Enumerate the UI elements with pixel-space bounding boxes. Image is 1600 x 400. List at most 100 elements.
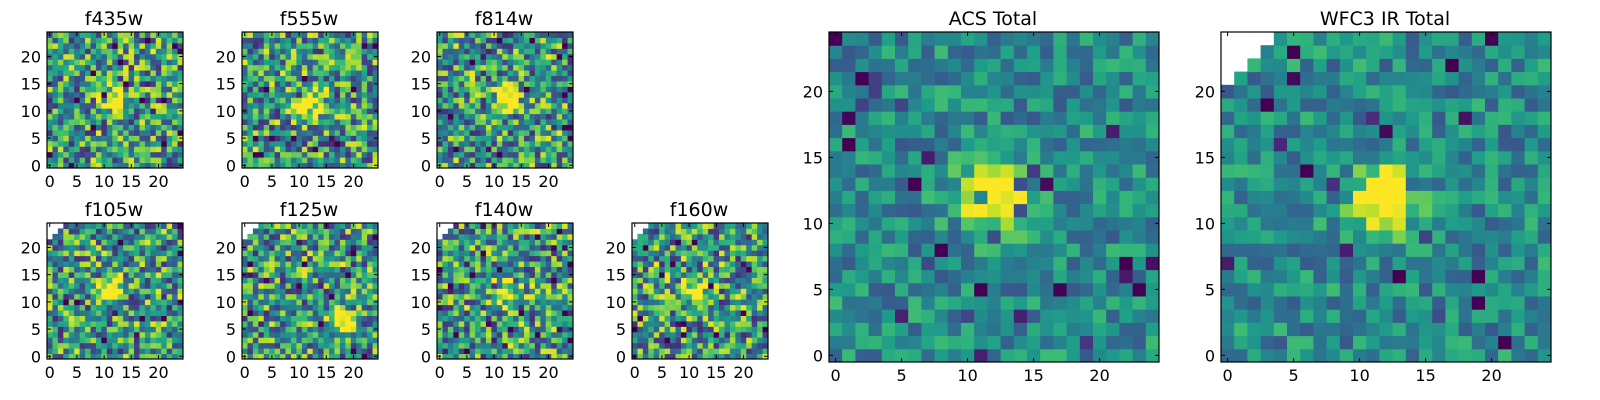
heatmap-cell: [567, 266, 574, 273]
heatmap-cell: [480, 162, 487, 169]
heatmap-cell: [491, 250, 498, 257]
heatmap-cell: [356, 315, 363, 322]
heatmap-cell: [485, 42, 492, 49]
heatmap-cell: [68, 299, 75, 306]
heatmap-cell: [318, 113, 325, 120]
heatmap-cell: [545, 102, 552, 109]
heatmap-cell: [247, 326, 254, 333]
heatmap-cell: [1145, 282, 1160, 297]
heatmap-cell: [746, 233, 753, 240]
heatmap-cell: [95, 48, 102, 55]
heatmap-cell: [551, 64, 558, 71]
heatmap-cell: [740, 342, 747, 349]
heatmap-cell: [746, 315, 753, 322]
heatmap-cell: [63, 53, 70, 60]
heatmap-cell: [469, 70, 476, 77]
heatmap-cell: [101, 124, 108, 131]
heatmap-cell: [150, 124, 157, 131]
heatmap-cell: [274, 266, 281, 273]
heatmap-cell: [713, 337, 720, 344]
heatmap-cell: [161, 102, 168, 109]
heatmap-cell: [507, 299, 514, 306]
heatmap-cell: [63, 337, 70, 344]
heatmap-cell: [757, 261, 764, 268]
heatmap-cell: [447, 353, 454, 360]
heatmap-cell: [161, 239, 168, 246]
heatmap-cell: [52, 48, 59, 55]
heatmap-cell: [280, 129, 287, 136]
heatmap-cell: [345, 239, 352, 246]
heatmap-cell: [551, 53, 558, 60]
heatmap-cell: [318, 64, 325, 71]
heatmap-cell: [172, 348, 179, 355]
heatmap-cell: [334, 261, 341, 268]
heatmap-cell: [534, 342, 541, 349]
heatmap-cell: [458, 80, 465, 87]
heatmap-cell: [52, 326, 59, 333]
heatmap-cell: [1066, 256, 1081, 271]
heatmap-cell: [855, 269, 870, 284]
heatmap-cell: [63, 86, 70, 93]
heatmap-cell: [567, 255, 574, 262]
heatmap-cell: [686, 288, 693, 295]
heatmap-cell: [1093, 150, 1107, 165]
heatmap-cell: [106, 250, 113, 257]
heatmap-cell: [447, 97, 454, 104]
heatmap-cell: [659, 293, 666, 300]
heatmap-cell: [1079, 177, 1094, 191]
heatmap-cell: [117, 64, 124, 71]
heatmap-cell: [496, 135, 503, 142]
heatmap-cell: [57, 129, 64, 136]
heatmap-cell: [280, 32, 287, 38]
heatmap-cell: [269, 129, 276, 136]
heatmap-cell: [496, 233, 503, 240]
heatmap-cell: [161, 80, 168, 87]
heatmap-cell: [1000, 230, 1015, 244]
heatmap-cell: [842, 150, 856, 165]
heatmap-cell: [686, 320, 693, 327]
heatmap-cell: [318, 91, 325, 98]
heatmap-cell: [361, 282, 368, 289]
heatmap-cell: [680, 326, 687, 333]
heatmap-cell: [258, 97, 265, 104]
heatmap-cell: [562, 102, 569, 109]
heatmap-cell: [134, 119, 140, 125]
heatmap-cell: [746, 331, 753, 338]
heatmap-cell: [653, 277, 660, 284]
heatmap-cell: [921, 282, 936, 297]
heatmap-cell: [106, 299, 113, 306]
heatmap-cell: [524, 113, 530, 120]
heatmap-cell: [502, 32, 509, 38]
heatmap-cell: [318, 277, 325, 284]
heatmap-cell: [664, 223, 671, 229]
heatmap-cell: [1000, 256, 1015, 271]
heatmap-cell: [79, 102, 86, 109]
heatmap-cell: [464, 261, 471, 268]
heatmap-cell: [47, 59, 53, 66]
heatmap-cell: [1000, 216, 1015, 231]
heatmap-cell: [166, 331, 173, 338]
heatmap-cell: [458, 261, 465, 268]
heatmap-cell: [757, 282, 764, 289]
heatmap-cell: [356, 80, 363, 87]
heatmap-cell: [134, 266, 140, 273]
heatmap-cell: [339, 282, 346, 289]
heatmap-cell: [534, 261, 541, 268]
heatmap-cell: [85, 320, 92, 327]
heatmap-cell: [361, 119, 368, 125]
heatmap-cell: [139, 348, 146, 355]
heatmap-cell: [447, 162, 454, 169]
heatmap-cell: [551, 162, 558, 169]
heatmap-cell: [339, 124, 346, 131]
heatmap-cell: [101, 37, 108, 44]
heatmap-cell: [642, 261, 649, 268]
heatmap-cell: [101, 293, 108, 300]
heatmap-cell: [74, 124, 81, 131]
heatmap-cell: [139, 250, 146, 257]
heatmap-cell: [746, 277, 753, 284]
heatmap-cell: [345, 162, 352, 169]
heatmap-cell: [79, 124, 86, 131]
heatmap-cell: [361, 124, 368, 131]
heatmap-cell: [166, 326, 173, 333]
heatmap-cell: [719, 271, 725, 278]
